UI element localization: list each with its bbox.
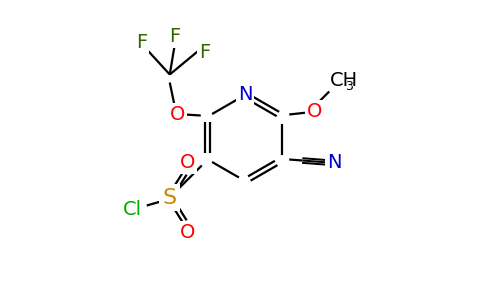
Text: F: F: [169, 27, 181, 46]
Text: N: N: [238, 85, 252, 104]
Text: O: O: [180, 153, 196, 172]
Text: S: S: [163, 188, 177, 208]
Text: F: F: [136, 33, 148, 52]
Text: CH: CH: [330, 71, 358, 90]
Text: O: O: [306, 102, 322, 121]
Text: O: O: [180, 223, 196, 242]
Text: N: N: [327, 153, 342, 172]
Text: F: F: [199, 43, 211, 62]
Text: 3: 3: [345, 80, 353, 93]
Text: Cl: Cl: [123, 200, 142, 219]
Text: O: O: [170, 105, 185, 124]
